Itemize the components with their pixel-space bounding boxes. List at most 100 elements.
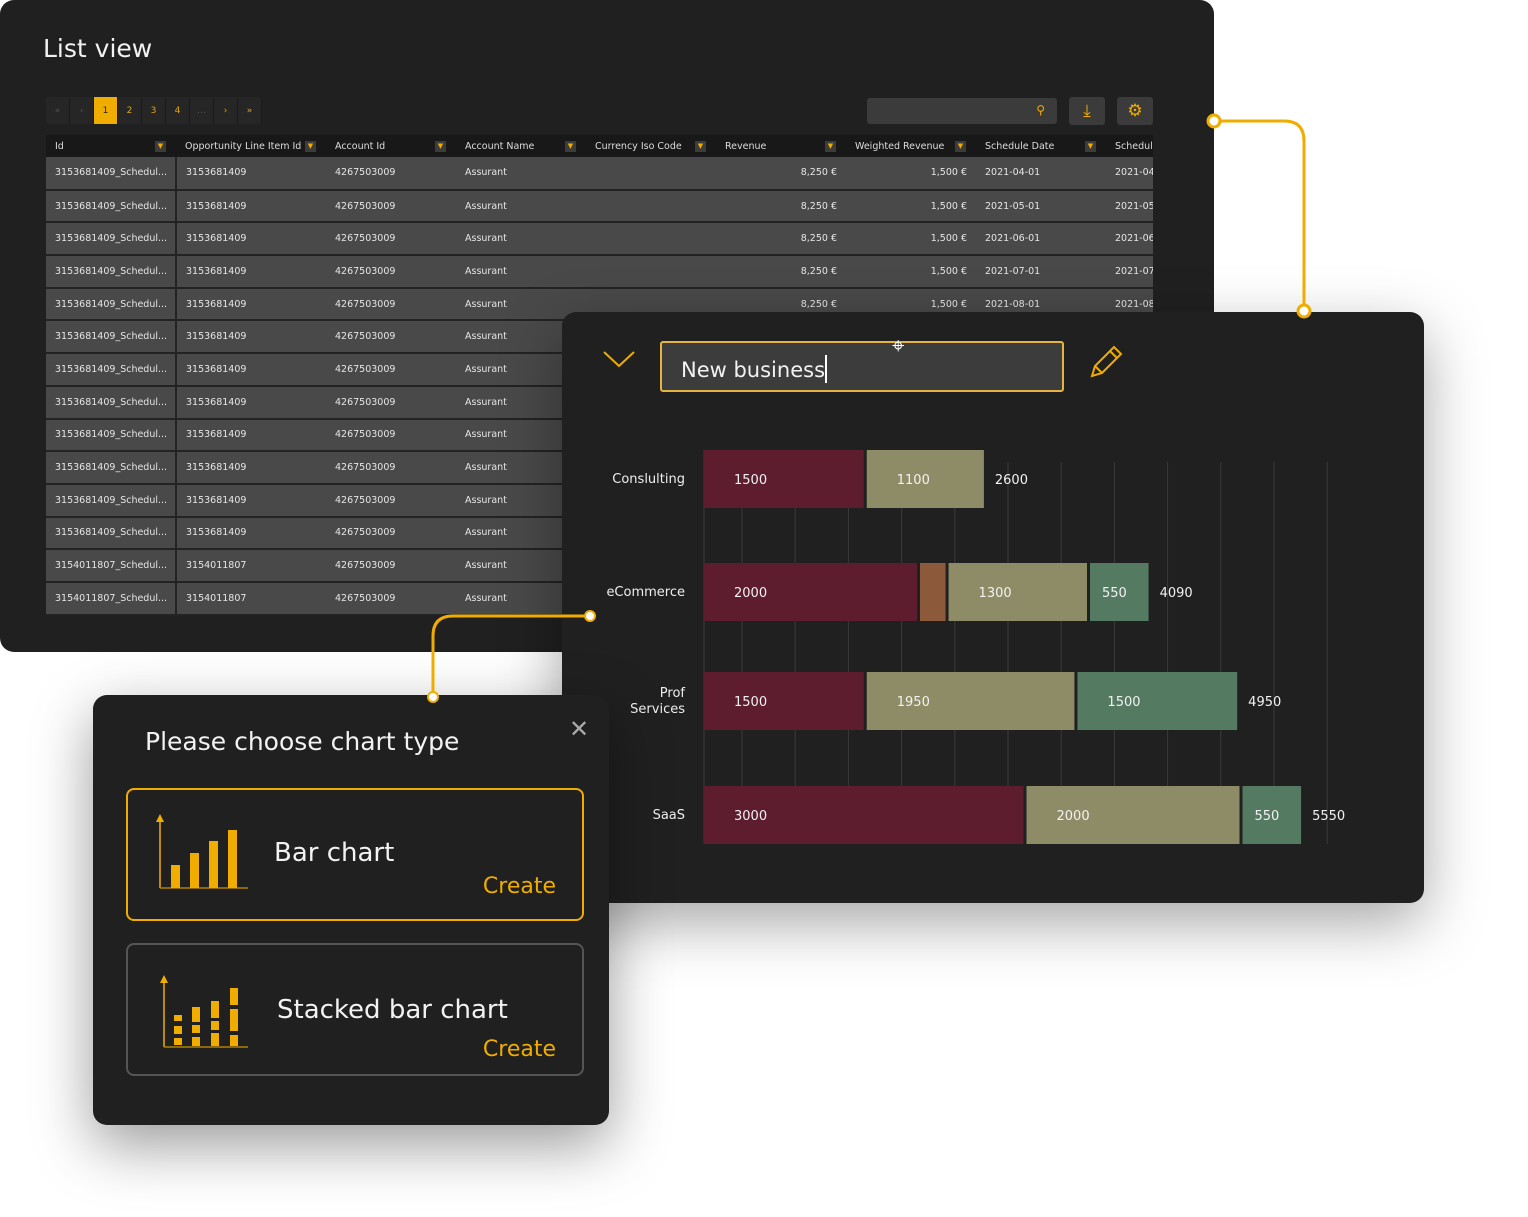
category-label: Prof bbox=[660, 686, 686, 701]
column-header-label: Account Name bbox=[465, 140, 535, 152]
table-cell: 2021-07-01 bbox=[976, 255, 1106, 289]
table-cell: 1,500 € bbox=[846, 222, 976, 257]
page-1-button[interactable]: 1 bbox=[94, 97, 118, 124]
column-filter-icon[interactable]: ▼ bbox=[565, 141, 576, 152]
table-cell: 2021-06-01 bbox=[976, 222, 1106, 257]
bar-segment[interactable] bbox=[866, 450, 984, 508]
page-4-button[interactable]: 4 bbox=[166, 97, 190, 124]
column-filter-icon[interactable]: ▼ bbox=[825, 141, 836, 152]
table-cell: 8,250 € bbox=[716, 255, 846, 289]
column-filter-icon[interactable]: ▼ bbox=[955, 141, 966, 152]
column-header[interactable]: Account Id ▼ bbox=[326, 135, 456, 157]
gear-icon: ⚙ bbox=[1127, 101, 1143, 121]
prev-page-button[interactable]: ‹ bbox=[70, 97, 94, 124]
page-title: List view bbox=[43, 34, 153, 63]
bar-segment[interactable] bbox=[1077, 672, 1238, 730]
option-label: Stacked bar chart bbox=[277, 995, 508, 1025]
table-cell: 3153681409 bbox=[176, 451, 326, 485]
bar-segment[interactable] bbox=[1090, 563, 1149, 621]
column-header[interactable]: Currency Iso Code ▼ bbox=[586, 135, 716, 157]
bar-segment[interactable] bbox=[704, 450, 864, 508]
settings-button[interactable]: ⚙ bbox=[1117, 97, 1153, 125]
table-cell: 4267503009 bbox=[326, 549, 456, 583]
table-cell: 3154011807 bbox=[176, 549, 326, 583]
bar-chart-icon bbox=[156, 814, 248, 889]
table-row[interactable]: 3153681409_Schedul... 3153681409 426750300… bbox=[46, 189, 1153, 224]
segment-label: 1500 bbox=[1107, 695, 1140, 710]
stacked-bar-chart-option[interactable]: Stacked bar chart Create bbox=[126, 943, 584, 1076]
table-row[interactable]: 3153681409_Schedul... 3153681409 426750300… bbox=[46, 255, 1153, 289]
table-cell: Assurant bbox=[456, 255, 586, 289]
table-cell: 4267503009 bbox=[326, 353, 456, 387]
table-cell bbox=[586, 157, 716, 191]
column-filter-icon[interactable]: ▼ bbox=[435, 141, 446, 152]
column-header[interactable]: Id ▼ bbox=[46, 135, 176, 157]
bar-chart-option[interactable]: Bar chart Create bbox=[126, 788, 584, 921]
bar-segment[interactable] bbox=[1026, 786, 1240, 844]
table-cell: 3153681409 bbox=[176, 189, 326, 224]
table-cell: 4267503009 bbox=[326, 157, 456, 191]
pagination: « ‹ 1 2 3 4 … › » bbox=[46, 97, 262, 124]
table-cell: 3153681409 bbox=[176, 157, 326, 191]
column-filter-icon[interactable]: ▼ bbox=[305, 141, 316, 152]
column-header[interactable]: Account Name ▼ bbox=[456, 135, 586, 157]
table-row[interactable]: 3153681409_Schedul... 3153681409 426750300… bbox=[46, 516, 1153, 551]
table-row[interactable]: 3153681409_Schedul... 3153681409 426750300… bbox=[46, 157, 1153, 191]
table-cell: 3153681409_Schedul... bbox=[46, 320, 177, 355]
table-row[interactable]: 3153681409_Schedul... 3153681409 426750300… bbox=[46, 222, 1153, 257]
category-label: eCommerce bbox=[606, 585, 685, 600]
bar-segment[interactable] bbox=[704, 786, 1024, 844]
bar-segment[interactable] bbox=[920, 563, 946, 621]
bar-segment[interactable] bbox=[948, 563, 1088, 621]
page-2-button[interactable]: 2 bbox=[118, 97, 142, 124]
table-cell: Assurant bbox=[456, 222, 586, 257]
table-cell: 3154011807_Schedul... bbox=[46, 581, 177, 616]
segment-label: 550 bbox=[1255, 809, 1280, 824]
column-filter-icon[interactable]: ▼ bbox=[695, 141, 706, 152]
table-cell: 3153681409_Schedul... bbox=[46, 353, 177, 387]
bar-segment[interactable] bbox=[704, 672, 864, 730]
segment-label: 1500 bbox=[734, 473, 767, 488]
table-cell: Assurant bbox=[456, 287, 586, 322]
table-cell: 3153681409 bbox=[176, 287, 326, 322]
table-cell: 3153681409_Schedul... bbox=[46, 255, 177, 289]
column-header[interactable]: Schedule bbox=[1106, 135, 1153, 157]
table-cell: 2021-04 bbox=[1106, 157, 1153, 191]
bar-segment[interactable] bbox=[704, 563, 917, 621]
bar-segment[interactable] bbox=[1242, 786, 1302, 844]
pencil-icon[interactable] bbox=[1086, 342, 1126, 382]
column-header-label: Id bbox=[55, 140, 64, 152]
column-header[interactable]: Weighted Revenue ▼ bbox=[846, 135, 976, 157]
chevron-down-icon[interactable] bbox=[602, 348, 636, 370]
text-caret bbox=[825, 355, 828, 383]
search-input[interactable]: ⚲ bbox=[867, 98, 1057, 124]
create-bar-chart-button[interactable]: Create bbox=[482, 874, 556, 899]
page-3-button[interactable]: 3 bbox=[142, 97, 166, 124]
column-header[interactable]: Schedule Date ▼ bbox=[976, 135, 1106, 157]
first-page-button[interactable]: « bbox=[46, 97, 70, 124]
column-header-label: Weighted Revenue bbox=[855, 140, 945, 152]
create-stacked-bar-chart-button[interactable]: Create bbox=[482, 1037, 556, 1062]
table-cell: 3153681409_Schedul... bbox=[46, 418, 177, 453]
table-cell bbox=[586, 255, 716, 289]
table-cell: 3153681409_Schedul... bbox=[46, 483, 177, 518]
close-icon[interactable]: ✕ bbox=[569, 715, 590, 743]
column-filter-icon[interactable]: ▼ bbox=[1085, 141, 1096, 152]
download-button[interactable]: ⤓ bbox=[1069, 97, 1105, 125]
table-cell: 1,500 € bbox=[846, 255, 976, 289]
total-label: 4950 bbox=[1248, 695, 1281, 710]
chart-title-input[interactable]: New business bbox=[660, 341, 1064, 392]
table-cell: Assurant bbox=[456, 189, 586, 224]
table-cell: 4267503009 bbox=[326, 451, 456, 485]
bar-segment[interactable] bbox=[866, 672, 1075, 730]
column-header[interactable]: Revenue ▼ bbox=[716, 135, 846, 157]
last-page-button[interactable]: » bbox=[238, 97, 262, 124]
table-cell: 3153681409 bbox=[176, 385, 326, 420]
segment-label: 3000 bbox=[734, 809, 767, 824]
column-header-label: Account Id bbox=[335, 140, 386, 152]
next-page-button[interactable]: › bbox=[214, 97, 238, 124]
table-cell: 4267503009 bbox=[326, 287, 456, 322]
column-header[interactable]: Opportunity Line Item Id ▼ bbox=[176, 135, 326, 157]
table-cell: 3153681409_Schedul... bbox=[46, 385, 177, 420]
column-filter-icon[interactable]: ▼ bbox=[155, 141, 166, 152]
